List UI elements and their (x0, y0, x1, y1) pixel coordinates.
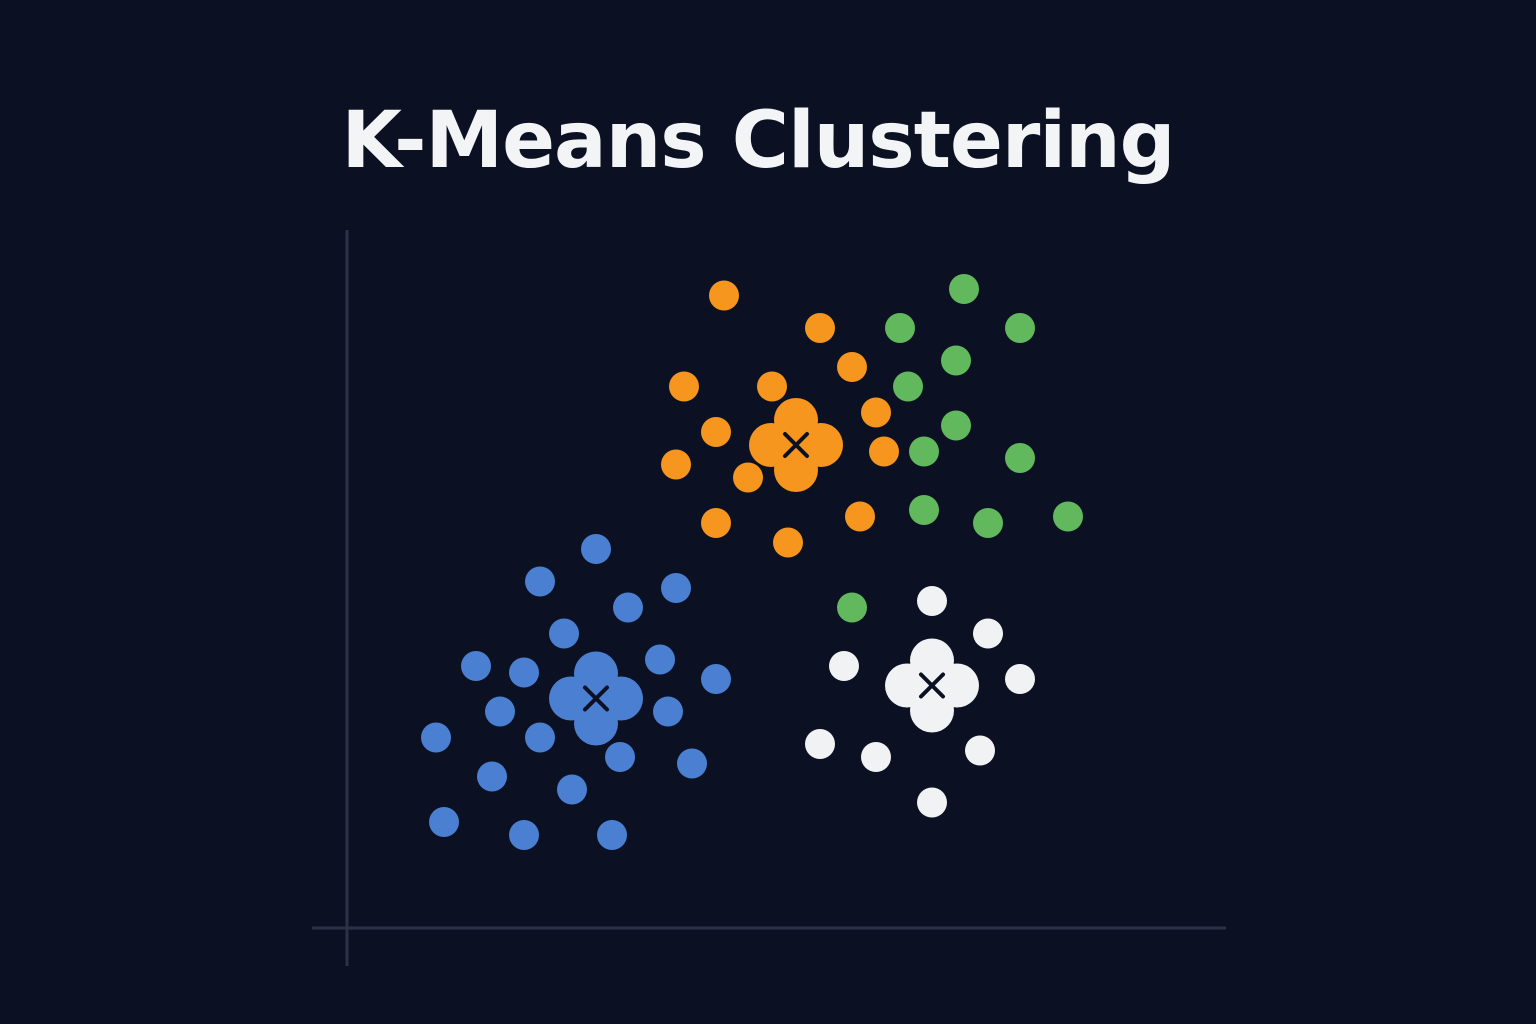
data-point (461, 651, 491, 681)
data-point (645, 644, 675, 675)
centroid-marker (549, 651, 643, 746)
data-point (973, 618, 1003, 649)
data-point (917, 787, 947, 818)
data-point (829, 651, 859, 681)
data-point (861, 397, 891, 428)
data-point (701, 417, 731, 447)
data-point (837, 352, 867, 382)
data-point (581, 534, 611, 564)
data-point (893, 371, 923, 402)
data-point (677, 748, 707, 779)
data-point (941, 410, 971, 441)
data-points (421, 274, 1083, 850)
data-point (965, 735, 995, 766)
data-point (805, 729, 835, 759)
data-point (733, 462, 763, 493)
data-point (941, 345, 971, 376)
data-point (701, 664, 731, 694)
data-point (525, 566, 555, 597)
data-point (709, 280, 739, 311)
data-point (661, 573, 691, 603)
centroid-marker (885, 638, 979, 733)
centroid-marker (749, 398, 843, 492)
data-point (661, 449, 691, 480)
centroids (549, 398, 979, 746)
data-point (773, 527, 803, 558)
data-point (949, 274, 979, 304)
data-point (597, 820, 627, 850)
data-point (885, 313, 915, 343)
data-point (421, 722, 451, 753)
data-point (485, 696, 515, 727)
data-point (669, 371, 699, 402)
data-point (917, 586, 947, 616)
data-point (549, 618, 579, 649)
data-point (837, 592, 867, 623)
data-point (861, 742, 891, 772)
data-point (477, 761, 507, 792)
data-point (525, 722, 555, 753)
data-point (557, 774, 587, 805)
data-point (509, 820, 539, 850)
data-point (605, 742, 635, 772)
data-point (1005, 313, 1035, 343)
data-point (613, 592, 643, 623)
data-point (757, 371, 787, 402)
data-point (909, 495, 939, 525)
data-point (805, 313, 835, 343)
data-point (845, 501, 875, 532)
chart-title: K-Means Clustering (341, 96, 1176, 186)
data-point (1005, 443, 1035, 473)
data-point (509, 657, 539, 688)
data-point (1053, 501, 1083, 532)
data-point (653, 696, 683, 727)
data-point (701, 508, 731, 538)
data-point (973, 508, 1003, 538)
data-point (869, 436, 899, 467)
data-point (909, 436, 939, 467)
data-point (1005, 664, 1035, 694)
data-point (429, 807, 459, 837)
